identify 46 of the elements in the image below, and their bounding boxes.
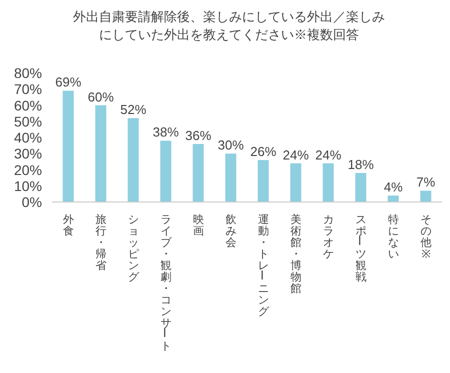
data-label: 18%: [348, 156, 374, 172]
bar: [355, 172, 366, 202]
y-tick-label: 0%: [22, 194, 42, 210]
data-label: 30%: [218, 138, 244, 153]
x-tick-label: 美術館・博物館: [290, 213, 302, 295]
bar: [128, 118, 139, 202]
data-label: 24%: [282, 147, 310, 162]
bar: [225, 154, 236, 202]
y-tick-label: 40%: [14, 130, 42, 146]
x-tick-label: ショッピング: [128, 214, 140, 284]
x-tick-label: カラオケ: [322, 214, 334, 260]
bar: [62, 90, 74, 202]
category-label: ライブ・観劇・コンサート: [157, 214, 172, 352]
bar: [160, 140, 172, 202]
x-tick-label: その他※: [420, 214, 432, 260]
y-tick-label: 10%: [14, 178, 42, 194]
bar: [192, 144, 204, 202]
bar: [290, 163, 302, 202]
bar: [258, 160, 269, 202]
bar: [388, 196, 399, 202]
data-label: 36%: [185, 128, 212, 143]
data-label: 52%: [120, 102, 147, 118]
x-tick-label: 映画: [192, 213, 204, 238]
y-tick-label: 60%: [14, 97, 42, 114]
data-label: 69%: [55, 74, 82, 90]
x-tick-label: 飲み会: [225, 214, 236, 249]
x-tick-label: 外食: [62, 214, 74, 238]
y-tick-label: 80%: [14, 65, 42, 81]
data-label: 26%: [250, 144, 277, 160]
data-label: 24%: [315, 147, 342, 162]
data-label: 7%: [416, 174, 436, 190]
data-label: 60%: [88, 89, 114, 104]
y-tick-label: 30%: [14, 146, 42, 162]
bar: [322, 163, 334, 202]
y-tick-label: 70%: [14, 81, 42, 98]
bar: [420, 190, 432, 202]
x-tick-label: スポーツ観戦: [352, 214, 366, 284]
chart-title: 外出自粛要請解除後、楽しみにしている外出／楽しみにしていた外出を教えてください※複数回答: [72, 8, 386, 44]
x-tick-label: 特にない: [388, 214, 399, 260]
x-tick-label: 旅行・帰省: [95, 213, 106, 272]
data-label: 4%: [384, 180, 404, 195]
bar: [95, 105, 106, 202]
y-tick-label: 50%: [14, 113, 42, 130]
data-label: 38%: [152, 124, 180, 140]
y-tick-label: 20%: [14, 162, 42, 178]
category-label: 運動・トレーニング: [254, 214, 269, 318]
